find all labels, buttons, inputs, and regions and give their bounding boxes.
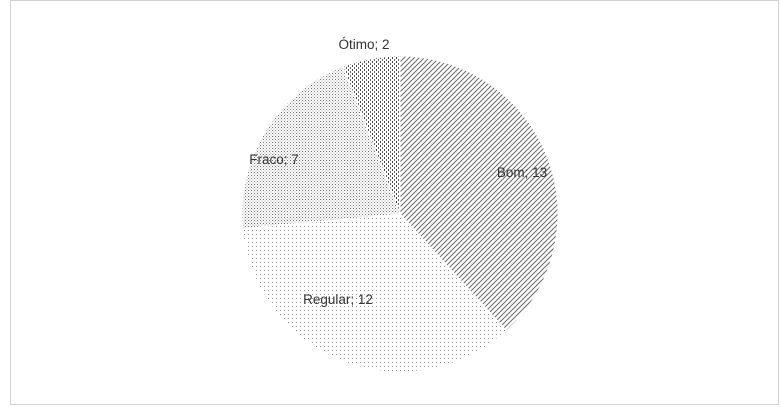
pie-slice-regular: [242, 213, 508, 373]
data-label-bom: Bom; 13: [497, 165, 547, 180]
pie-slices: [241, 55, 559, 373]
data-label--timo: Ótimo; 2: [338, 37, 389, 52]
data-label-fraco: Fraco; 7: [249, 152, 299, 167]
pie-data-labels: Bom; 13 Regular; 12 Fraco; 7 Ótimo; 2: [249, 37, 547, 307]
pie-slice--timo: [342, 55, 401, 215]
pie-chart: Bom; 13 Regular; 12 Fraco; 7 Ótimo; 2: [241, 37, 559, 373]
chart-area: Bom; 13 Regular; 12 Fraco; 7 Ótimo; 2: [10, 0, 779, 405]
pie-slice-fraco: [241, 66, 401, 230]
pie-slice-bom: [399, 55, 559, 332]
data-label-regular: Regular; 12: [303, 292, 373, 307]
